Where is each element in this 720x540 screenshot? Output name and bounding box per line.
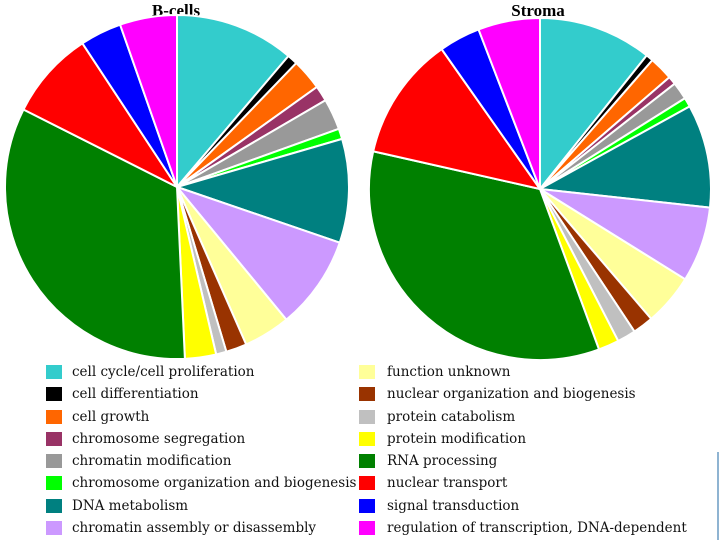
legend-swatch	[359, 431, 375, 446]
pie-slice-b-cells-regulation-of-transcription-dna-dependent	[119, 14, 178, 188]
legend-item: function unknown	[359, 361, 719, 383]
pie-slice-b-cells-rna-processing	[4, 108, 186, 360]
pie-slice-stroma-regulation-of-transcription-dna-dependent	[477, 17, 541, 190]
legend-item: nuclear organization and biogenesis	[359, 383, 719, 405]
legend-label: chromatin assembly or disassembly	[72, 520, 317, 537]
pie-charts: B-cells Stroma	[4, 1, 712, 360]
legend-label: nuclear transport	[387, 475, 508, 492]
legend-label: function unknown	[387, 364, 511, 380]
legend-swatch	[46, 409, 62, 424]
legend-swatch	[359, 409, 375, 424]
legend-label: regulation of transcription, DNA-depende…	[387, 520, 687, 537]
pie-slice-stroma-nuclear-transport	[372, 48, 541, 190]
legend-swatch	[359, 454, 375, 469]
legend-right-column: function unknown nuclear organization an…	[359, 361, 719, 539]
legend-swatch	[46, 365, 62, 379]
legend-swatch	[359, 476, 375, 491]
legend-swatch	[359, 498, 375, 513]
legend-item: protein catabolism	[359, 406, 719, 428]
legend-item: signal transduction	[359, 495, 719, 517]
legend-item: protein modification	[359, 428, 719, 450]
pie-slice-stroma-dna-metabolism	[539, 105, 712, 209]
legend-label: RNA processing	[387, 453, 498, 470]
legend-swatch	[46, 498, 62, 513]
legend-label: chromosome organization and biogenesis	[72, 475, 357, 492]
legend-item: cell differentiation	[46, 383, 396, 405]
legend-item: chromosome segregation	[46, 428, 396, 450]
legend-item: RNA processing	[359, 450, 719, 472]
legend-item: nuclear transport	[359, 472, 719, 494]
legend-item: chromosome organization and biogenesis	[46, 472, 396, 494]
legend-swatch	[359, 365, 375, 379]
legend-label: DNA metabolism	[72, 497, 189, 514]
legend-item: chromatin assembly or disassembly	[46, 517, 396, 539]
legend-label: chromatin modification	[72, 453, 232, 470]
legend-swatch	[46, 431, 62, 446]
pie-slice-b-cells-nuclear-transport	[22, 42, 178, 188]
pie-slice-b-cells-dna-metabolism	[176, 137, 350, 244]
pie-stroma	[368, 17, 712, 360]
legend-label: cell cycle/cell proliferation	[72, 364, 255, 380]
pie-b-cells	[4, 14, 350, 360]
pie-slice-stroma-rna-processing	[368, 150, 601, 360]
legend-swatch	[46, 454, 62, 469]
legend-swatch	[46, 476, 62, 491]
legend-left-column: cell cycle/cell proliferation cell diffe…	[46, 361, 396, 539]
legend-swatch	[359, 387, 375, 402]
legend-swatch	[46, 521, 62, 536]
pie-slice-b-cells-chromatin-assembly-or-disassembly	[176, 186, 341, 321]
legend-item: cell growth	[46, 406, 396, 428]
chart-title-stroma: Stroma	[511, 1, 565, 20]
legend-label: signal transduction	[387, 497, 520, 514]
slide-edge-line	[717, 452, 719, 540]
legend-swatch	[46, 387, 62, 402]
legend-swatch	[359, 521, 375, 536]
legend-item: chromatin modification	[46, 450, 396, 472]
legend-label: protein modification	[387, 430, 527, 447]
pie-slice-b-cells-cell-cycle-cell-proliferation	[176, 14, 290, 188]
legend-item: regulation of transcription, DNA-depende…	[359, 517, 719, 539]
legend-label: nuclear organization and biogenesis	[387, 386, 636, 403]
legend-item: cell cycle/cell proliferation	[46, 361, 396, 383]
legend-item: DNA metabolism	[46, 495, 396, 517]
legend-label: cell differentiation	[72, 386, 199, 403]
pie-slice-stroma-cell-cycle-cell-proliferation	[539, 17, 648, 190]
legend-label: protein catabolism	[387, 408, 516, 425]
legend-label: cell growth	[72, 408, 150, 425]
legend-label: chromosome segregation	[72, 430, 246, 447]
